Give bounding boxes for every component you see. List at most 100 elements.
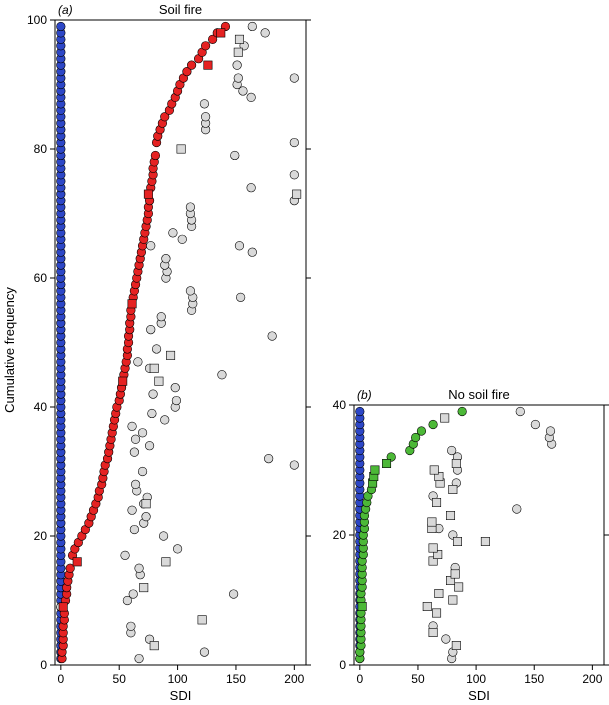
point-grey-circle-4-60 — [185, 202, 196, 212]
point-grey-square-5-9 — [176, 144, 186, 154]
chart-title: Soil fire — [159, 2, 202, 17]
chart-title: No soil fire — [448, 387, 509, 402]
y-axis-label: Cumulative frequency — [2, 287, 17, 413]
point-grey-circle-4-38 — [151, 344, 162, 354]
point-grey-circle-4-6 — [128, 589, 138, 599]
point-grey-circle-4-7 — [229, 589, 239, 599]
point-green-circle-1-30 — [416, 426, 427, 436]
point-grey-circle-4-47 — [185, 286, 196, 296]
point-grey-circle-4-69 — [199, 99, 210, 109]
x-axis-label: SDI — [468, 688, 490, 703]
point-green-square-2-3 — [370, 465, 380, 475]
point-grey-square-4-22 — [451, 458, 461, 468]
point-grey-circle-4-10 — [120, 550, 130, 560]
point-grey-square-4-15 — [427, 517, 437, 527]
point-grey-square-4-2 — [432, 608, 442, 618]
point-grey-circle-4-23 — [264, 454, 274, 464]
point-red-square-3-3 — [127, 299, 137, 309]
point-grey-circle-4-53 — [146, 241, 156, 251]
point-grey-square-5-0 — [149, 641, 159, 651]
point-grey-circle-4-22 — [289, 460, 299, 470]
point-grey-square-4-3 — [422, 601, 432, 611]
point-grey-circle-4-27 — [137, 428, 148, 438]
point-grey-square-4-6 — [454, 582, 464, 592]
x-tick-label-200: 200 — [284, 672, 304, 686]
point-grey-square-5-2 — [161, 557, 171, 567]
point-grey-circle-4-78 — [247, 21, 257, 32]
point-grey-square-4-9 — [428, 556, 438, 566]
plot-frame-no-soil-fire — [353, 404, 605, 666]
point-grey-circle-4-25 — [144, 441, 155, 451]
point-grey-square-5-7 — [166, 350, 176, 360]
panel-label: (b) — [357, 388, 372, 402]
point-grey-circle-4-64 — [230, 150, 240, 161]
point-green-circle-1-31 — [428, 419, 438, 430]
data-points-soil-fire — [56, 21, 302, 664]
point-grey-circle-4-34 — [170, 383, 180, 393]
point-grey-square-5-5 — [154, 376, 164, 386]
point-grey-square-5-3 — [197, 615, 207, 625]
point-grey-circle-4-32 — [171, 395, 182, 406]
point-green-square-2-4 — [382, 458, 392, 468]
point-grey-circle-4-30 — [147, 408, 157, 419]
point-grey-circle-4-54 — [234, 241, 245, 251]
point-grey-circle-3-16 — [530, 419, 540, 430]
point-grey-square-4-20 — [434, 471, 444, 481]
point-red-circle-2-78 — [160, 112, 170, 122]
point-grey-square-4-11 — [428, 543, 438, 553]
point-grey-circle-3-17 — [515, 406, 525, 417]
point-grey-square-4-0 — [451, 640, 461, 650]
point-grey-square-5-6 — [149, 363, 159, 373]
point-grey-square-4-21 — [429, 465, 439, 475]
x-tick-label-100: 100 — [466, 672, 486, 686]
point-grey-circle-4-9 — [134, 563, 144, 573]
point-grey-circle-4-77 — [260, 28, 270, 38]
point-red-square-3-0 — [58, 602, 68, 612]
y-tick-label-80: 80 — [34, 142, 48, 156]
point-grey-circle-4-24 — [129, 447, 139, 457]
point-green-circle-1-29 — [411, 432, 421, 443]
point-grey-circle-4-52 — [247, 247, 257, 257]
point-red-square-3-4 — [143, 189, 153, 199]
point-grey-circle-4-21 — [137, 466, 148, 477]
y-tick-label-100: 100 — [27, 13, 47, 27]
point-grey-square-4-4 — [434, 588, 444, 598]
point-grey-circle-3-2 — [441, 634, 451, 644]
plot-frame-soil-fire — [54, 19, 307, 666]
point-grey-circle-4-40 — [146, 325, 156, 335]
point-blue-circle-0-98 — [56, 21, 66, 32]
point-grey-square-5-8 — [292, 189, 302, 199]
point-grey-square-4-16 — [446, 510, 456, 520]
point-red-square-3-5 — [203, 60, 213, 70]
point-grey-circle-4-26 — [130, 434, 141, 444]
point-grey-circle-4-68 — [201, 112, 211, 122]
y-tick-label-60: 60 — [34, 271, 48, 285]
point-grey-circle-4-0 — [134, 653, 144, 664]
x-tick-label-150: 150 — [524, 672, 544, 686]
y-tick-label-20: 20 — [333, 528, 347, 542]
point-grey-square-5-11 — [234, 34, 244, 44]
point-grey-circle-4-5 — [122, 595, 132, 606]
point-grey-square-5-10 — [233, 47, 243, 57]
point-red-circle-2-86 — [186, 60, 197, 70]
point-grey-circle-4-28 — [127, 421, 137, 431]
x-tick-label-150: 150 — [226, 672, 246, 686]
point-grey-circle-4-56 — [168, 228, 178, 238]
point-grey-circle-4-63 — [289, 170, 299, 180]
point-green-circle-1-32 — [457, 406, 467, 417]
point-grey-square-4-18 — [448, 484, 458, 494]
point-grey-circle-4-13 — [129, 524, 139, 535]
point-grey-circle-4-4 — [126, 621, 136, 631]
x-tick-label-0: 0 — [57, 672, 64, 686]
x-tick-label-0: 0 — [356, 672, 363, 686]
point-grey-circle-4-62 — [246, 183, 256, 193]
point-grey-circle-3-15 — [545, 426, 556, 436]
point-grey-circle-4-29 — [160, 415, 170, 425]
point-grey-square-4-7 — [446, 575, 456, 585]
point-grey-circle-3-11 — [447, 445, 457, 456]
panel-soil-fire: 0 50 100 150 200 0 20 40 60 80 100 (a) Soil fire SDI — [27, 2, 311, 703]
point-grey-square-4-13 — [480, 536, 490, 546]
point-red-square-3-1 — [72, 557, 82, 567]
point-grey-square-4-10 — [433, 549, 443, 559]
